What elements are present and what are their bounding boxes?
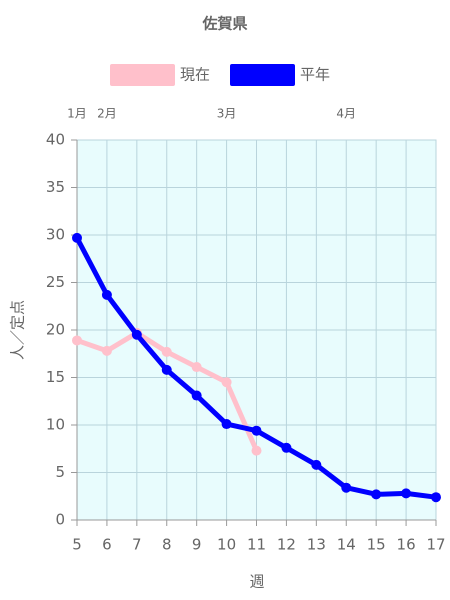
x-tick-label: 17 [426, 536, 445, 554]
data-point [431, 492, 441, 503]
y-tick-label: 20 [46, 321, 65, 339]
month-label: 3月 [217, 107, 237, 121]
legend-label: 平年 [300, 66, 330, 84]
data-point [72, 232, 82, 243]
y-tick-label: 15 [46, 368, 65, 386]
legend-swatch [110, 64, 175, 86]
y-tick-label: 35 [46, 178, 65, 196]
x-tick-label: 5 [72, 536, 82, 554]
month-label: 1月 [67, 107, 87, 121]
data-point [161, 346, 172, 357]
y-tick-label: 0 [55, 511, 65, 529]
data-point [341, 482, 352, 493]
x-tick-label: 10 [217, 536, 236, 554]
x-tick-label: 9 [192, 536, 202, 554]
data-point [191, 390, 202, 401]
data-point [101, 345, 112, 356]
data-point [251, 445, 262, 456]
chart-title: 佐賀県 [201, 15, 247, 33]
x-tick-label: 16 [397, 536, 416, 554]
data-point [131, 329, 142, 340]
x-axis-label: 週 [249, 573, 264, 591]
x-tick-label: 7 [132, 536, 142, 554]
month-label: 2月 [97, 107, 117, 121]
x-tick-label: 11 [247, 536, 266, 554]
data-point [371, 489, 382, 500]
data-point [191, 362, 202, 373]
data-point [72, 335, 82, 346]
x-tick-label: 15 [367, 536, 386, 554]
data-point [251, 425, 262, 436]
legend-label: 現在 [180, 66, 210, 84]
legend-swatch [230, 64, 295, 86]
data-point [281, 442, 292, 453]
x-tick-label: 6 [102, 536, 112, 554]
data-point [101, 289, 112, 300]
y-tick-label: 5 [55, 463, 65, 481]
y-tick-label: 30 [46, 226, 65, 244]
data-point [221, 419, 232, 430]
x-tick-label: 12 [277, 536, 296, 554]
data-point [401, 488, 412, 499]
y-tick-label: 10 [46, 416, 65, 434]
x-tick-label: 8 [162, 536, 172, 554]
data-point [221, 377, 232, 388]
y-tick-label: 25 [46, 273, 65, 291]
x-tick-label: 14 [337, 536, 356, 554]
month-label: 4月 [336, 107, 356, 121]
data-point [311, 459, 322, 470]
x-tick-label: 13 [307, 536, 326, 554]
y-axis-label: 人／定点 [9, 300, 27, 360]
data-point [161, 364, 172, 375]
y-tick-label: 40 [46, 131, 65, 149]
